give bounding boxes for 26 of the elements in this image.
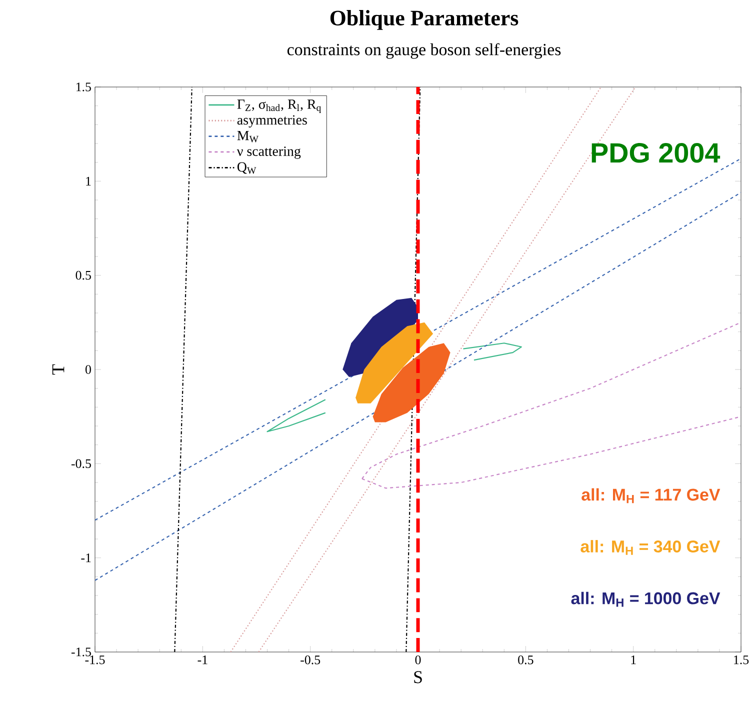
y-tick-label: 0.5 xyxy=(76,270,91,280)
x-tick-label: 0 xyxy=(415,656,421,664)
legend-label: Q$_{W}$ xyxy=(237,162,256,174)
x-tick-label: -1 xyxy=(198,656,208,664)
x-tick-label: 1 xyxy=(631,656,636,664)
chart-title: Oblique Parameters xyxy=(330,10,518,30)
x-tick-label: 0.5 xyxy=(518,656,534,664)
x-tick-label: -0.5 xyxy=(300,656,320,664)
y-tick-label: -1 xyxy=(81,554,91,562)
text: all: M$_{H}$ = 117 GeV xyxy=(582,488,720,504)
y-tick-label: 0 xyxy=(86,365,91,374)
x-axis-title: S xyxy=(414,671,422,684)
annotation: PDG 2004 xyxy=(592,143,720,163)
y-tick-label: -0.5 xyxy=(71,459,91,468)
text: all: M$_{H}$ = 1000 GeV xyxy=(571,592,720,607)
y-axis-title: T xyxy=(52,364,64,375)
legend-label: asymmetries xyxy=(237,115,307,128)
text: all: M$_{H}$ = 340 GeV xyxy=(580,540,720,555)
legend-label: M$_{W}$ xyxy=(237,130,259,142)
x-tick-label: 1.5 xyxy=(734,656,749,664)
y-tick-label: 1.5 xyxy=(76,82,91,92)
chart-subtitle: constraints on gauge boson self-energies xyxy=(287,43,561,59)
legend-label: ν scattering xyxy=(236,146,301,159)
legend-label: Γ$_{Z}$, σ$_{had}$, R$_{l}$, R$_{q}$ xyxy=(237,100,321,114)
y-tick-label: -1.5 xyxy=(71,648,91,656)
y-tick-label: 1 xyxy=(86,176,91,186)
